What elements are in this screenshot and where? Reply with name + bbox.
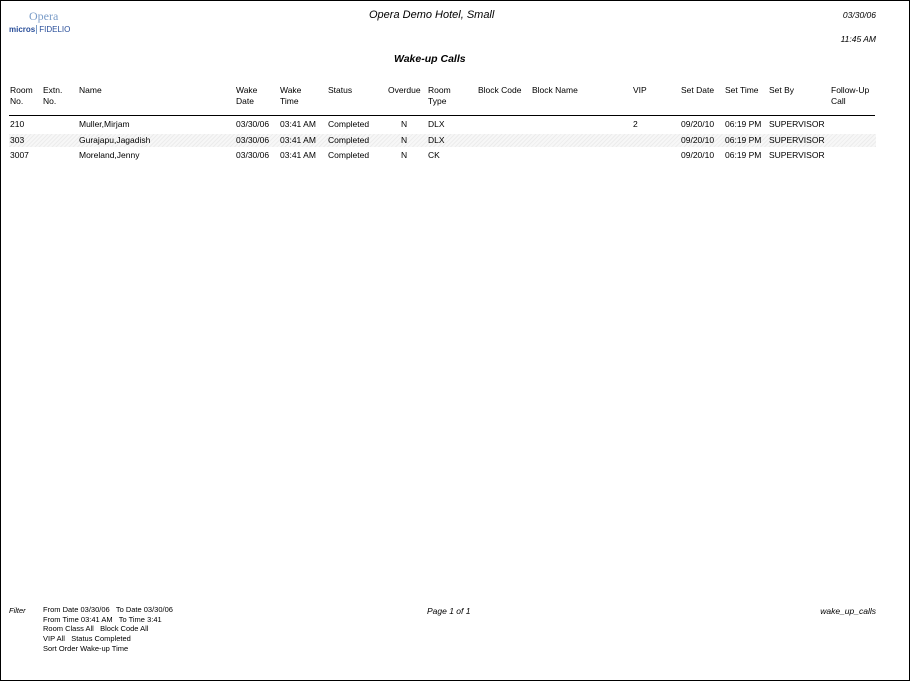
- hotel-name: Opera Demo Hotel, Small: [369, 9, 495, 21]
- column-header-overdue: Overdue: [388, 85, 421, 95]
- filter-line: From Time 03:41 AM To Time 3:41: [43, 614, 162, 624]
- cell-set-date: 09/20/10: [681, 150, 715, 160]
- column-header-wake-time: Wake Time: [280, 85, 302, 106]
- cell-overdue: N: [401, 134, 408, 145]
- column-header-follow-up-call: Follow-Up Call: [831, 85, 870, 106]
- filter-line: Room Class All Block Code All: [43, 624, 149, 634]
- cell-overdue: N: [401, 150, 408, 160]
- column-header-status: Status: [328, 85, 353, 95]
- column-header-vip: VIP: [633, 85, 647, 95]
- cell-set-by: SUPERVISOR: [769, 134, 825, 145]
- cell-room-no: 3007: [10, 150, 29, 160]
- filter-label: Filter: [9, 606, 26, 615]
- cell-set-date: 09/20/10: [681, 119, 715, 129]
- column-header-extn-no: Extn. No.: [43, 85, 63, 106]
- cell-overdue: N: [401, 119, 408, 129]
- cell-status: Completed: [328, 119, 370, 129]
- header-divider: [9, 115, 875, 116]
- cell-set-time: 06:19 PM: [725, 134, 762, 145]
- cell-name: Muller,Mirjam: [79, 119, 130, 129]
- cell-wake-time: 03:41 AM: [280, 119, 316, 129]
- cell-vip: 2: [633, 119, 638, 129]
- cell-set-date: 09/20/10: [681, 134, 715, 145]
- table-row: 303 Gurajapu,Jagadish 03/30/06 03:41 AM Comp…: [9, 133, 876, 147]
- column-header-set-time: Set Time: [725, 85, 759, 95]
- filter-line: VIP All Status Completed: [43, 634, 131, 644]
- report-name: wake_up_calls: [820, 606, 876, 616]
- opera-logo: Opera: [29, 9, 59, 23]
- report-time: 11:45 AM: [840, 34, 876, 44]
- cell-set-time: 06:19 PM: [725, 119, 762, 129]
- column-header-room-no: Room No.: [10, 85, 33, 106]
- page-number: Page 1 of 1: [427, 606, 471, 616]
- column-header-set-by: Set By: [769, 85, 795, 95]
- filter-line: From Date 03/30/06 To Date 03/30/06: [43, 605, 173, 614]
- table-row: 3007 Moreland,Jenny 03/30/06 03:41 AM Comple…: [9, 149, 876, 162]
- cell-room-type: DLX: [428, 134, 445, 145]
- cell-wake-time: 03:41 AM: [280, 150, 316, 160]
- column-header-name: Name: [79, 85, 102, 95]
- column-header-room-type: Room Type: [428, 85, 451, 106]
- cell-room-type: CK: [428, 150, 440, 160]
- cell-wake-date: 03/30/06: [236, 134, 270, 145]
- column-header-wake-date: Wake Date: [236, 85, 258, 106]
- column-header-block-code: Block Code: [478, 85, 522, 95]
- cell-name: Moreland,Jenny: [79, 150, 140, 160]
- cell-room-type: DLX: [428, 119, 445, 129]
- report-date: 03/30/06: [842, 10, 876, 20]
- cell-room-no: 210: [10, 119, 25, 129]
- cell-name: Gurajapu,Jagadish: [79, 134, 151, 145]
- filter-list: From Date 03/30/06 To Date 03/30/06 From …: [43, 605, 173, 654]
- table-row: 210 Muller,Mirjam 03/30/06 03:41 AM Complete…: [9, 118, 876, 131]
- cell-wake-date: 03/30/06: [236, 150, 270, 160]
- cell-set-by: SUPERVISOR: [769, 119, 825, 129]
- cell-status: Completed: [328, 134, 370, 145]
- cell-wake-date: 03/30/06: [236, 119, 270, 129]
- column-header-block-name: Block Name: [532, 85, 578, 95]
- cell-status: Completed: [328, 150, 370, 160]
- page-title: Wake-up Calls: [394, 53, 466, 65]
- cell-set-by: SUPERVISOR: [769, 150, 825, 160]
- micros-fidelio-logo: micros FIDELIO: [9, 25, 71, 34]
- cell-wake-time: 03:41 AM: [280, 134, 316, 145]
- column-header-set-date: Set Date: [681, 85, 715, 95]
- filter-line: Sort Order Wake-up Time: [43, 643, 129, 653]
- cell-room-no: 303: [10, 134, 25, 145]
- cell-set-time: 06:19 PM: [725, 150, 762, 160]
